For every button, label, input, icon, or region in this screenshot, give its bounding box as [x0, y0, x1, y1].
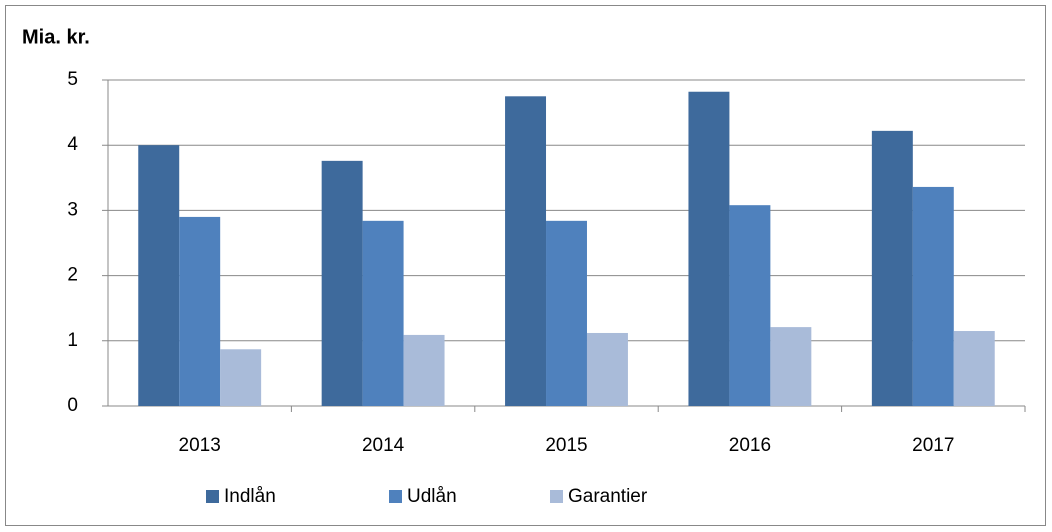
bar	[321, 160, 363, 406]
legend-swatch	[389, 490, 402, 503]
y-tick-label: 3	[67, 199, 78, 220]
bar	[179, 216, 221, 406]
legend-label: Udlån	[407, 486, 457, 507]
x-tick-label: 2017	[912, 435, 954, 456]
bar	[688, 91, 730, 407]
bar	[403, 334, 445, 406]
bar	[505, 96, 547, 407]
x-tick-label: 2014	[362, 435, 405, 456]
x-tick-label: 2016	[729, 435, 771, 456]
bar	[953, 331, 995, 406]
bar	[729, 205, 771, 406]
bar	[220, 349, 262, 406]
bar	[138, 145, 180, 406]
legend-swatch	[206, 490, 219, 503]
bar	[912, 186, 954, 406]
legend-label: Indlån	[224, 486, 276, 507]
y-tick-label: 4	[67, 134, 78, 155]
bar	[362, 220, 404, 406]
bar	[546, 220, 587, 406]
legend-swatch	[550, 490, 563, 503]
bar	[586, 332, 628, 406]
y-tick-label: 1	[67, 330, 78, 351]
y-tick-label: 2	[67, 265, 78, 286]
chart-title: Mia. kr.	[22, 26, 90, 48]
bar	[871, 130, 913, 406]
legend-label: Garantier	[568, 486, 648, 507]
y-tick-label: 5	[67, 69, 78, 90]
y-tick-label: 0	[67, 395, 78, 416]
bar	[770, 327, 812, 406]
x-tick-label: 2015	[545, 435, 587, 456]
x-tick-label: 2013	[179, 435, 221, 456]
